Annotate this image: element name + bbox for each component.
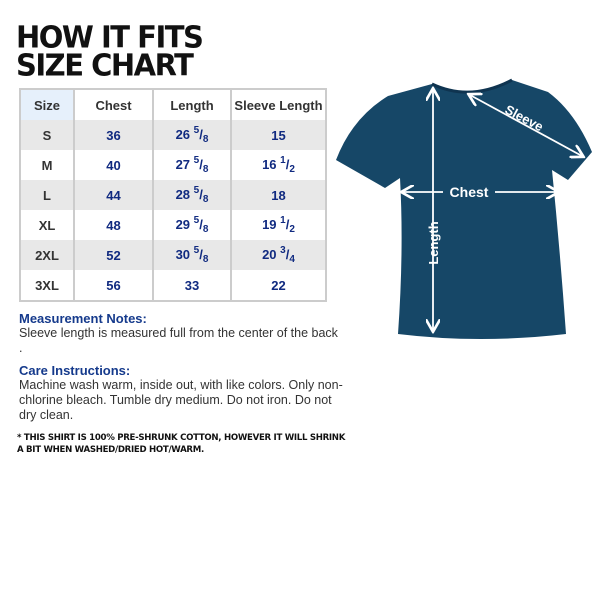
care-heading: Care Instructions: xyxy=(19,363,131,378)
numerator: 5 xyxy=(193,215,200,226)
shrink-disclaimer: * THIS SHIRT IS 100% PRE-SHRUNK COTTON, … xyxy=(17,433,346,455)
size-cell: S xyxy=(20,120,74,150)
size-cell: XL xyxy=(38,217,56,233)
length-cell: 30 5/8 xyxy=(152,240,231,270)
length-cell: 29 5/8 xyxy=(152,210,231,240)
header-size: Size xyxy=(20,89,74,120)
numerator: 3 xyxy=(280,245,286,256)
size-cell: 2XL xyxy=(20,240,74,270)
chest-cell: 36 xyxy=(73,120,153,150)
size-cell: M xyxy=(41,157,53,173)
sleeve-arrow xyxy=(470,95,582,156)
sleeve-cell: 18 xyxy=(230,180,326,210)
table-row: M 40 27 5/8 16 1/2 xyxy=(20,150,326,180)
chest-cell: 56 xyxy=(73,270,153,301)
whole: 27 xyxy=(175,157,191,172)
denominator: 2 xyxy=(289,164,295,175)
denominator: 4 xyxy=(289,254,295,265)
length-cell: 26 5/8 xyxy=(152,120,231,150)
numerator: 5 xyxy=(193,155,200,166)
sleeve-cell: 15 xyxy=(230,120,326,150)
sleeve-cell: 16 1/2 xyxy=(230,150,326,180)
whole: 19 xyxy=(262,217,277,232)
measurement-notes-heading: Measurement Notes: xyxy=(19,311,147,326)
chest-cell: 40 xyxy=(73,150,153,180)
denominator: 8 xyxy=(202,164,209,175)
title-line-2: SIZE CHART xyxy=(16,47,194,83)
header-sleeve-length: Sleeve Length xyxy=(230,89,326,120)
chest-label: Chest xyxy=(450,184,489,200)
chest-cell: 44 xyxy=(73,180,153,210)
denominator: 8 xyxy=(202,134,209,145)
table-row: S 36 26 5/8 15 xyxy=(20,120,326,150)
table-row: 2XL 52 30 5/8 20 3/4 xyxy=(20,240,326,270)
chest-cell: 48 xyxy=(73,210,153,240)
sleeve-cell: 22 xyxy=(230,270,326,301)
numerator: 5 xyxy=(193,185,200,196)
denominator: 8 xyxy=(202,194,209,205)
whole: 26 xyxy=(175,127,191,142)
denominator: 2 xyxy=(289,224,295,235)
measurement-notes-text: Sleeve length is measured full from the … xyxy=(19,326,338,355)
care-text: Machine wash warm, inside out, with like… xyxy=(19,378,343,422)
whole: 20 xyxy=(262,247,277,262)
length-cell: 28 5/8 xyxy=(152,180,231,210)
whole: 33 xyxy=(184,277,200,293)
header-length: Length xyxy=(152,89,231,120)
length-cell: 33 xyxy=(152,270,231,301)
numerator: 1 xyxy=(280,215,286,226)
size-cell: 3XL xyxy=(35,277,59,293)
whole: 16 xyxy=(262,157,277,172)
whole: 28 xyxy=(175,187,191,202)
sleeve-cell: 20 3/4 xyxy=(230,240,326,270)
sleeve-cell: 19 1/2 xyxy=(230,210,326,240)
chest-cell: 52 xyxy=(73,240,153,270)
header-chest: Chest xyxy=(73,89,153,120)
size-cell: L xyxy=(20,180,74,210)
whole: 18 xyxy=(271,187,286,203)
size-table: Size Chest Length Sleeve Length S 36 26 … xyxy=(19,88,327,302)
whole: 29 xyxy=(175,217,191,232)
numerator: 5 xyxy=(193,245,200,256)
numerator: 5 xyxy=(193,125,200,136)
tshirt-shape xyxy=(336,80,592,339)
whole: 22 xyxy=(271,277,286,293)
whole: 15 xyxy=(271,127,286,143)
length-cell: 27 5/8 xyxy=(152,150,231,180)
whole: 30 xyxy=(175,247,191,262)
table-row: L 44 28 5/8 18 xyxy=(20,180,326,210)
denominator: 8 xyxy=(202,224,209,235)
table-row: XL 48 29 5/8 19 1/2 xyxy=(20,210,326,240)
table-row: 3XL 56 33 22 xyxy=(20,270,326,301)
numerator: 1 xyxy=(280,155,286,166)
table-header-row: Size Chest Length Sleeve Length xyxy=(20,89,326,120)
length-label: Length xyxy=(426,221,441,264)
title-line-1: HOW IT FITS xyxy=(16,19,204,55)
denominator: 8 xyxy=(202,254,209,265)
